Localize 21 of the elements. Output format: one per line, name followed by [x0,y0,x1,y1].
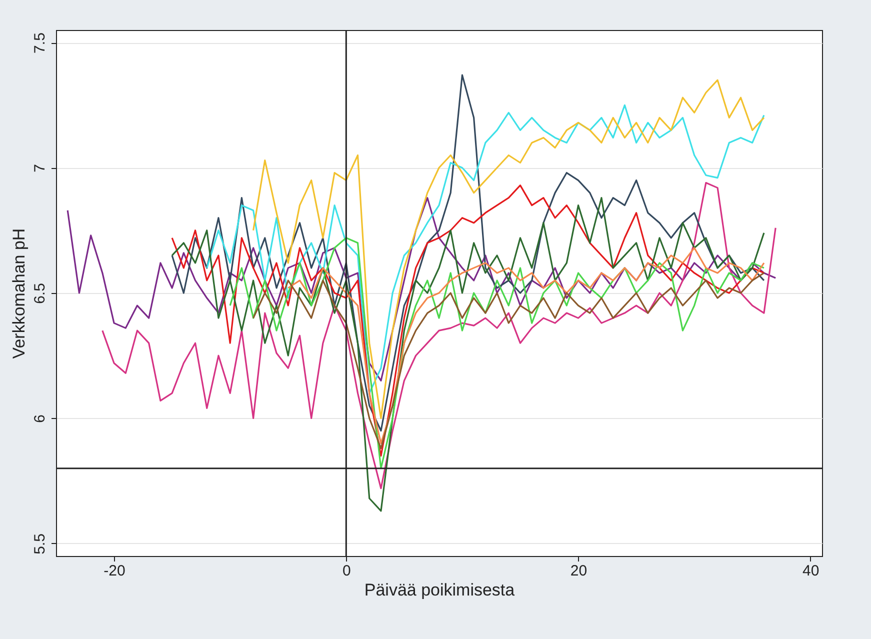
line-series [206,104,765,394]
line-series [171,197,765,512]
y-tick-label: 6 [32,414,48,423]
line-series [171,184,765,457]
x-tick-label: 20 [570,562,588,580]
line-series [287,247,765,444]
x-tick-label: 0 [342,562,351,580]
x-axis-title: Päivää poikimisesta [364,580,516,600]
y-tick-label: 5.5 [32,534,48,554]
line-series [66,197,776,382]
x-tick-label: 40 [802,562,820,580]
x-tick-label: -20 [104,562,126,580]
line-series [171,74,765,432]
y-tick-label: 7 [32,164,48,172]
y-tick-label: 6.5 [32,283,48,304]
y-tick-label: 7.5 [32,32,48,54]
y-axis-title: Verkkomahan pH [10,228,28,359]
line-series [252,272,765,450]
line-series [102,182,776,490]
line-series [252,79,765,420]
line-series [229,237,765,470]
